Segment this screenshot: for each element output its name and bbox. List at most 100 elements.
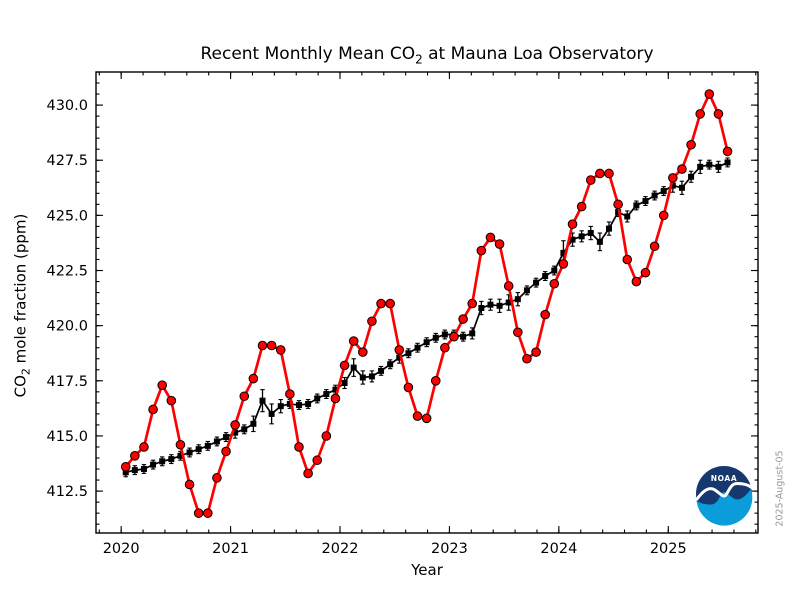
monthly-mean-marker: [540, 309, 550, 320]
monthly-mean-marker: [531, 347, 541, 357]
trend-marker: [323, 391, 330, 398]
monthly-mean-marker: [421, 413, 432, 424]
trend-line: [125, 161, 728, 474]
monthly-mean-marker: [549, 278, 560, 289]
monthly-mean-marker: [485, 232, 496, 243]
trend-marker: [359, 374, 366, 381]
trend-marker: [368, 373, 375, 380]
trend-marker: [578, 233, 585, 240]
x-tick-label: 2025: [650, 541, 687, 557]
trend-marker: [168, 456, 175, 463]
trend-marker: [560, 249, 567, 256]
monthly-mean-marker: [275, 345, 286, 355]
monthly-mean-marker: [522, 353, 532, 364]
monthly-mean-marker: [212, 473, 222, 483]
x-axis-label: Year: [411, 561, 443, 579]
monthly-mean-marker: [157, 380, 167, 391]
trend-marker: [715, 163, 722, 170]
trend-marker: [350, 364, 357, 371]
y-tick-label: 430.0: [46, 98, 88, 114]
trend-marker: [533, 279, 540, 286]
trend-marker: [131, 467, 138, 474]
axes-frame: [95, 71, 759, 534]
trend-marker: [159, 458, 166, 465]
trend-marker: [122, 469, 129, 476]
monthly-mean-marker: [303, 468, 313, 479]
monthly-mean-marker: [686, 139, 696, 150]
monthly-mean-marker: [558, 259, 569, 269]
x-tick-label: 2022: [322, 541, 359, 557]
noaa-bird-icon: [695, 481, 753, 501]
trend-marker: [678, 184, 685, 191]
noaa-logo-lower: [696, 489, 753, 526]
trend-marker: [286, 400, 293, 407]
monthly-mean-marker: [230, 420, 240, 430]
trend-marker: [660, 188, 667, 195]
trend-marker: [204, 442, 211, 449]
monthly-mean-marker: [585, 175, 596, 185]
monthly-mean-marker: [476, 245, 487, 256]
monthly-mean-marker: [567, 219, 578, 229]
trend-marker: [186, 449, 193, 456]
monthly-mean-marker: [148, 404, 158, 415]
trend-marker: [405, 350, 412, 357]
trend-marker: [606, 225, 613, 232]
trend-marker: [387, 361, 394, 368]
monthly-mean-marker: [266, 340, 277, 351]
y-tick-label: 412.5: [46, 484, 88, 500]
x-tick-label: 2023: [431, 541, 468, 557]
monthly-mean-marker: [257, 340, 268, 351]
trend-marker: [441, 331, 448, 338]
trend-marker: [305, 400, 312, 407]
trend-marker: [496, 302, 503, 309]
monthly-mean-marker: [367, 316, 377, 327]
monthly-mean-marker: [202, 508, 213, 518]
trend-marker: [724, 159, 731, 166]
chart-title-text-2: at Mauna Loa Observatory: [422, 44, 654, 64]
monthly-mean-marker: [613, 199, 623, 210]
monthly-mean-marker: [631, 276, 642, 287]
monthly-mean-marker: [604, 168, 614, 179]
trend-marker: [642, 198, 649, 205]
monthly-mean-marker: [294, 442, 304, 452]
monthly-mean-marker: [330, 393, 341, 404]
chart-title-text: Recent Monthly Mean CO: [200, 44, 416, 64]
trend-marker: [268, 410, 275, 417]
y-tick-label: 422.5: [46, 264, 88, 280]
trend-marker: [378, 367, 385, 374]
trend-marker: [469, 330, 476, 337]
monthly-mean-marker: [193, 508, 204, 518]
trend-marker: [596, 238, 603, 245]
monthly-mean-marker: [677, 164, 687, 174]
monthly-mean-marker: [513, 327, 523, 338]
monthly-mean-marker: [221, 446, 231, 457]
x-tick-label: 2024: [540, 541, 577, 557]
monthly-mean-marker: [467, 298, 478, 309]
monthly-mean-marker: [622, 254, 633, 265]
y-axis-label: CO2 mole fraction (ppm): [11, 213, 33, 398]
trend-marker: [624, 213, 631, 220]
monthly-mean-line: [124, 92, 729, 515]
y-tick-label: 415.0: [46, 429, 88, 445]
monthly-mean-marker: [668, 173, 678, 183]
trend-marker: [259, 397, 266, 404]
trend-marker: [213, 438, 220, 445]
trend-marker: [460, 333, 467, 340]
monthly-mean-marker: [358, 347, 368, 357]
y-tick-label: 420.0: [46, 319, 88, 335]
trend-marker: [277, 403, 284, 410]
y-tick-label: 425.0: [46, 208, 88, 224]
monthly-mean-marker: [285, 389, 295, 399]
monthly-mean-marker: [704, 89, 715, 99]
chart-title: Recent Monthly Mean CO2 at Mauna Loa Obs…: [96, 44, 758, 66]
monthly-mean-marker: [139, 442, 149, 452]
trend-marker: [314, 395, 321, 402]
trend-marker: [295, 402, 302, 409]
monthly-mean-marker: [658, 210, 669, 221]
monthly-mean-marker: [412, 411, 423, 421]
monthly-mean-marker: [430, 376, 441, 386]
monthly-mean-marker: [494, 239, 505, 249]
monthly-mean-marker: [376, 298, 386, 309]
